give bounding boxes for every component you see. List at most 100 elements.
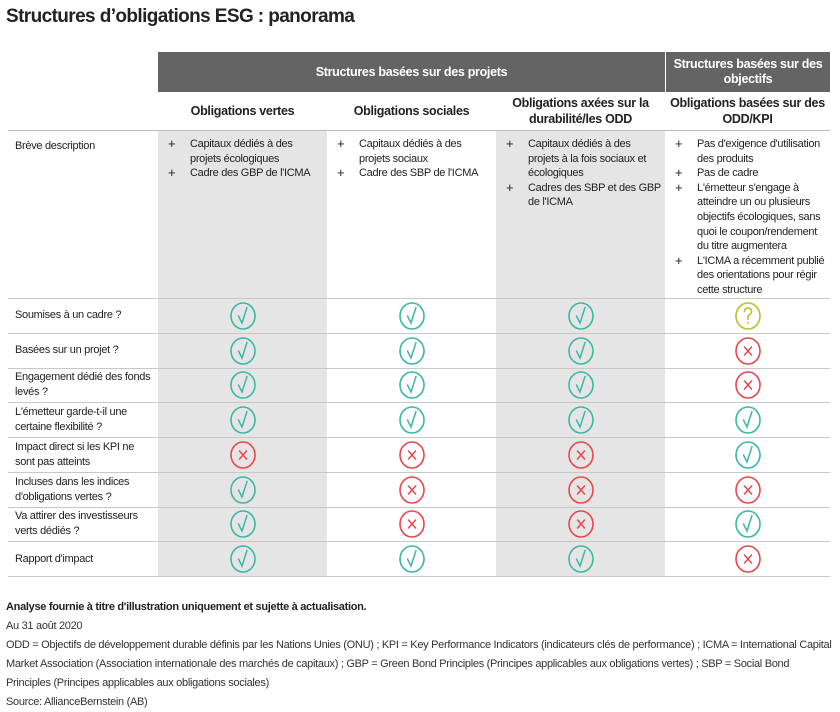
status-cell-yes: [158, 472, 327, 508]
bullet-item: + Cadre des GBP de l'ICMA: [168, 166, 323, 181]
status-cell-no: [665, 542, 830, 577]
blank-corner: [8, 52, 158, 92]
status-cell-yes: [158, 299, 327, 334]
status-cell-no: [496, 507, 665, 543]
description-cell: + Pas d'exigence d'utilisation des produi…: [665, 131, 830, 299]
status-cell-no: [665, 369, 830, 404]
bullet-item: + Cadres des SBP et des GBP de l'ICMA: [506, 180, 661, 210]
status-cell-no: [327, 438, 496, 473]
comparison-table: Structures basées sur des projets Struct…: [8, 52, 830, 577]
column-header-social: Obligations sociales: [327, 92, 496, 131]
check-circle-icon: [229, 302, 256, 330]
row-label: Basées sur un projet ?: [8, 334, 158, 369]
row-label: Engagement dédié des fonds levés ?: [8, 369, 158, 404]
plus-icon: +: [337, 136, 345, 151]
status-cell-yes: [496, 403, 665, 438]
bullet-item: + Capitaux dédiés à des projets écologiqu…: [168, 136, 323, 166]
bullet-item: + L'émetteur s'engage à atteindre un ou p…: [675, 180, 826, 254]
group-header-projects: Structures basées sur des projets: [158, 52, 665, 92]
check-circle-icon: [567, 406, 594, 434]
x-circle-icon: [398, 475, 425, 504]
row-label: Soumises à un cadre ?: [8, 299, 158, 334]
status-cell-yes: [158, 542, 327, 577]
disclaimer: Analyse fournie à titre d'illustration u…: [6, 601, 367, 613]
status-cell-no: [327, 508, 496, 543]
row-label: Impact direct si les KPI ne sont pas att…: [8, 438, 158, 473]
abbreviations-note: ODD = Objectifs de développement durable…: [6, 639, 832, 689]
description-cell: + Capitaux dédiés à des projets écologiqu…: [158, 131, 327, 299]
question-circle-icon: [734, 302, 761, 330]
plus-icon: +: [168, 136, 176, 151]
status-cell-yes: [665, 438, 830, 473]
x-circle-icon: [398, 441, 425, 469]
plus-icon: +: [337, 165, 345, 181]
blank-column-header: [8, 92, 158, 131]
status-cell-no: [665, 334, 830, 369]
check-circle-icon: [229, 336, 256, 365]
status-cell-no: [158, 438, 327, 473]
status-cell-no: [665, 473, 830, 508]
status-cell-yes: [327, 369, 496, 404]
x-circle-icon: [734, 475, 761, 504]
status-cell-yes: [665, 403, 830, 438]
page-title: Structures d’obligations ESG : panorama: [6, 6, 355, 27]
status-cell-yes: [665, 508, 830, 543]
check-circle-icon: [734, 406, 761, 434]
status-cell-yes: [327, 334, 496, 369]
row-label: L'émetteur garde-t-il une certaine flexi…: [8, 403, 158, 438]
row-label: Va attirer des investisseurs verts dédié…: [8, 508, 158, 543]
x-circle-icon: [567, 475, 594, 504]
column-header-green: Obligations vertes: [158, 92, 327, 131]
x-circle-icon: [398, 510, 425, 539]
status-cell-yes: [327, 299, 496, 334]
x-circle-icon: [734, 336, 761, 365]
plus-icon: +: [675, 252, 683, 268]
status-cell-no: [327, 473, 496, 508]
check-circle-icon: [734, 510, 761, 539]
bullet-text: Cadre des SBP de l'ICMA: [359, 167, 479, 180]
check-circle-icon: [398, 545, 425, 573]
bullet-text: Capitaux dédiés à des projets à la fois …: [528, 138, 647, 180]
x-circle-icon: [567, 441, 594, 469]
bullet-item: + Capitaux dédiés à des projets à la fois…: [506, 137, 661, 181]
plus-icon: +: [675, 165, 683, 181]
group-header-objectives: Structures basées sur des objectifs: [665, 52, 830, 92]
source-note: Source: AllianceBernstein (AB): [6, 696, 148, 708]
column-header-sustainability: Obligations axées sur la durabilité/les …: [496, 92, 665, 131]
check-circle-icon: [567, 545, 594, 573]
status-cell-yes: [158, 368, 327, 404]
bullet-text: Capitaux dédiés à des projets sociaux: [359, 138, 462, 165]
check-circle-icon: [734, 441, 761, 469]
status-cell-yes: [158, 403, 327, 438]
check-circle-icon: [398, 406, 425, 434]
column-header-kpi: Obligations basées sur des ODD/KPI: [665, 92, 830, 131]
row-label: Rapport d'impact: [8, 542, 158, 577]
bullet-text: Cadres des SBP et des GBP de l'ICMA: [528, 181, 661, 209]
date-note: Au 31 août 2020: [6, 620, 83, 632]
status-cell-yes: [327, 403, 496, 438]
row-label: Brève description: [8, 131, 158, 299]
bullet-item: + Cadre des SBP de l'ICMA: [337, 166, 492, 181]
check-circle-icon: [567, 302, 594, 330]
x-circle-icon: [567, 510, 594, 539]
bullet-item: + L'ICMA a récemment publié des orientati…: [675, 252, 826, 298]
status-cell-maybe: [665, 299, 830, 334]
bullet-item: + Pas d'exigence d'utilisation des produi…: [675, 136, 826, 166]
status-cell-yes: [158, 507, 327, 543]
row-label: Incluses dans les indices d'obligations …: [8, 473, 158, 508]
x-circle-icon: [229, 441, 256, 469]
bullet-item: + Pas de cadre: [675, 166, 826, 181]
bullet-item: + Capitaux dédiés à des projets sociaux: [337, 136, 492, 166]
bullet-text: Cadre des GBP de l'ICMA: [190, 167, 311, 180]
check-circle-icon: [567, 371, 594, 400]
bullet-text: L'ICMA a récemment publié des orientatio…: [697, 254, 825, 296]
bullet-text: Pas d'exigence d'utilisation des produit…: [697, 138, 820, 165]
status-cell-yes: [327, 542, 496, 577]
check-circle-icon: [229, 510, 256, 539]
check-circle-icon: [229, 475, 256, 504]
status-cell-yes: [158, 333, 327, 369]
status-cell-no: [496, 438, 665, 473]
bullet-text: L'émetteur s'engage à atteindre un ou pl…: [697, 181, 821, 253]
plus-icon: +: [168, 165, 176, 181]
plus-icon: +: [675, 136, 683, 151]
